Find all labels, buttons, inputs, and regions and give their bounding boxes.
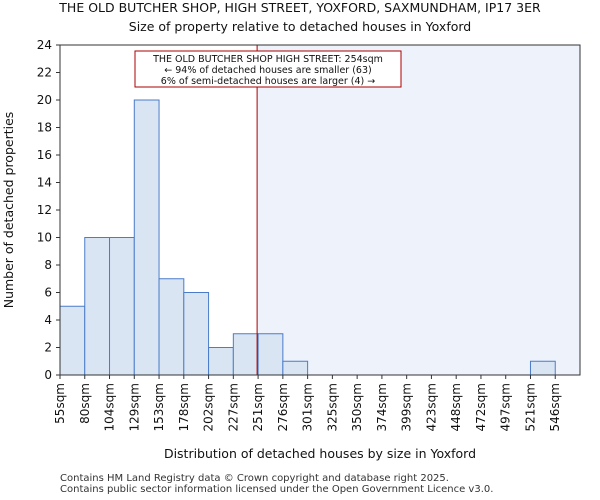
highlight-region — [257, 45, 580, 375]
x-tick-label: 202sqm — [202, 383, 216, 431]
bar-153sqm — [158, 278, 185, 376]
x-tick-label: 227sqm — [226, 383, 240, 431]
y-tick-label: 24 — [37, 38, 52, 52]
x-tick-label: 521sqm — [523, 383, 537, 431]
x-tick-label: 448sqm — [449, 383, 463, 431]
x-tick-label: 325sqm — [325, 383, 339, 431]
y-tick-label: 16 — [37, 148, 52, 162]
chart-subtitle: Size of property relative to detached ho… — [129, 19, 471, 34]
footer: Contains HM Land Registry data © Crown c… — [60, 473, 493, 495]
x-tick-label: 104sqm — [103, 383, 117, 431]
footer-line-1: Contains HM Land Registry data © Crown c… — [60, 473, 449, 484]
x-tick-label: 129sqm — [127, 383, 141, 431]
bar-104sqm — [109, 237, 135, 376]
y-tick-label: 10 — [37, 231, 52, 245]
y-tick-label: 2 — [44, 341, 52, 355]
x-axis-label: Distribution of detached houses by size … — [164, 446, 476, 461]
bar-276sqm — [282, 360, 309, 376]
y-axis-label: Number of detached properties — [1, 112, 16, 309]
y-tick-label: 4 — [44, 313, 52, 327]
x-axis: 55sqm 80sqm 104sqm 129sqm 153sqm 178sqm 202sqm… — [53, 375, 562, 431]
x-tick-label: 546sqm — [548, 383, 562, 431]
x-tick-label: 497sqm — [499, 383, 513, 431]
x-tick-label: 55sqm — [53, 383, 67, 424]
x-tick-label: 374sqm — [375, 383, 389, 431]
y-tick-label: 20 — [37, 93, 52, 107]
chart-title: THE OLD BUTCHER SHOP, HIGH STREET, YOXFO… — [58, 0, 541, 15]
x-tick-label: 350sqm — [350, 383, 364, 431]
bar-129sqm — [133, 99, 160, 376]
x-tick-label: 301sqm — [301, 383, 315, 431]
bars — [59, 99, 556, 376]
x-tick-label: 276sqm — [276, 383, 290, 431]
bar-521sqm — [529, 360, 556, 376]
x-tick-label: 423sqm — [424, 383, 438, 431]
annotation-frame — [134, 50, 402, 88]
annotation-line-2: ← 94% of detached houses are smaller (63… — [164, 65, 371, 76]
x-tick-label: 178sqm — [177, 383, 191, 431]
y-tick-label: 14 — [37, 176, 52, 190]
x-tick-label: 472sqm — [474, 383, 488, 431]
y-tick-label: 12 — [37, 203, 52, 217]
bar-227sqm — [232, 333, 259, 376]
annotation-line-3: 6% of semi-detached houses are larger (4… — [161, 76, 375, 87]
bar-80sqm — [84, 237, 111, 376]
y-tick-label: 22 — [37, 66, 52, 80]
x-tick-label: 80sqm — [78, 383, 92, 424]
x-tick-label: 251sqm — [251, 383, 265, 431]
y-tick-label: 0 — [44, 368, 52, 382]
footer-line-2: Contains public sector information licen… — [60, 484, 494, 495]
y-tick-label: 18 — [37, 121, 52, 135]
x-tick-label: 153sqm — [152, 383, 166, 431]
y-tick-label: 6 — [44, 286, 52, 300]
bar-251sqm — [257, 333, 284, 376]
bar-178sqm — [183, 292, 210, 376]
bar-202sqm — [208, 347, 234, 376]
annotation-box: THE OLD BUTCHER SHOP HIGH STREET: 254sqm… — [134, 50, 402, 88]
y-tick-label: 8 — [44, 258, 52, 272]
bar-55sqm — [59, 305, 86, 376]
x-tick-label: 399sqm — [400, 383, 414, 431]
annotation-line-1: THE OLD BUTCHER SHOP HIGH STREET: 254sqm — [152, 54, 383, 65]
